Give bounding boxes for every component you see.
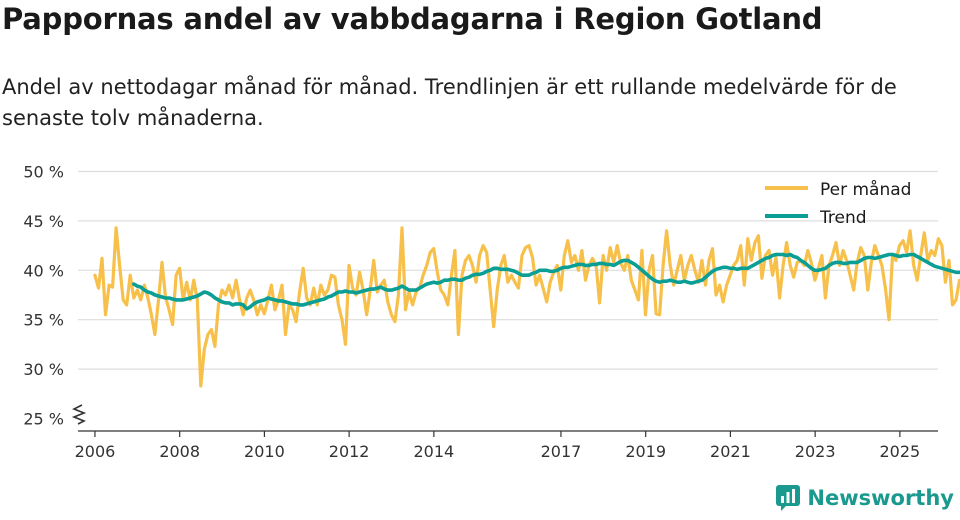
axis-break-icon bbox=[71, 404, 87, 425]
y-tick-label-50: 50 % bbox=[23, 163, 64, 182]
chart-subtitle: Andel av nettodagar månad för månad. Tre… bbox=[2, 75, 897, 130]
y-tick-label-40: 40 % bbox=[23, 261, 64, 280]
x-tick-label-2012: 2012 bbox=[329, 442, 370, 461]
x-axis-labels: 2006 2008 2010 2012 2014 2017 2019 2021 2023 2025 bbox=[75, 431, 921, 461]
x-tick-label-2010: 2010 bbox=[244, 442, 285, 461]
legend-label-trend: Trend bbox=[819, 208, 867, 228]
x-tick-label-2006: 2006 bbox=[75, 442, 116, 461]
newsworthy-logo-icon bbox=[776, 485, 801, 511]
series-line-trend bbox=[132, 252, 960, 311]
brand-name: Newsworthy bbox=[807, 486, 954, 510]
legend: Per månad Trend bbox=[765, 179, 911, 228]
x-tick-label-2008: 2008 bbox=[159, 442, 200, 461]
x-tick-label-2017: 2017 bbox=[541, 442, 582, 461]
x-tick-label-2023: 2023 bbox=[795, 442, 836, 461]
brand-logo: Newsworthy bbox=[775, 484, 954, 512]
y-tick-label-30: 30 % bbox=[23, 360, 64, 379]
legend-label-per-manad: Per månad bbox=[820, 179, 911, 200]
x-tick-label-2014: 2014 bbox=[414, 442, 455, 461]
x-tick-label-2021: 2021 bbox=[710, 442, 751, 461]
chart-title: Pappornas andel av vabbdagarna i Region … bbox=[2, 2, 823, 36]
y-tick-label-35: 35 % bbox=[23, 311, 64, 330]
y-axis-labels: 25 % 30 % 35 % 40 % 45 % 50 % bbox=[23, 163, 64, 429]
x-tick-label-2019: 2019 bbox=[625, 442, 666, 461]
series-line-per-manad bbox=[93, 226, 960, 388]
x-tick-label-2025: 2025 bbox=[880, 442, 921, 461]
y-tick-label-45: 45 % bbox=[23, 212, 64, 231]
y-tick-label-25: 25 % bbox=[23, 410, 64, 429]
